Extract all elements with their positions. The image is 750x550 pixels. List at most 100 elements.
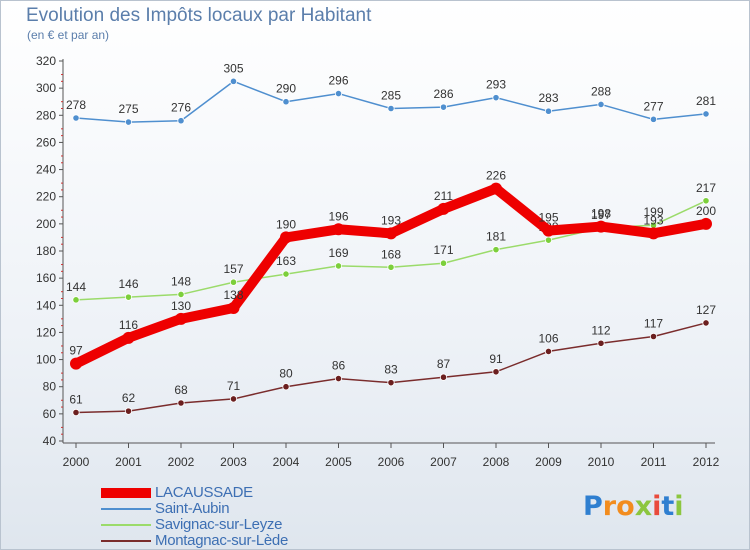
data-point <box>595 220 607 233</box>
data-point <box>492 246 500 254</box>
data-label: 275 <box>118 102 138 116</box>
y-tick-label: 40 <box>43 434 57 448</box>
data-label: 193 <box>381 213 401 227</box>
y-tick-label: 100 <box>36 353 56 367</box>
data-label: 80 <box>279 367 293 381</box>
data-label: 190 <box>276 217 296 231</box>
logo-letter: o <box>616 491 635 522</box>
data-point <box>387 263 395 271</box>
data-label: 91 <box>489 352 503 366</box>
data-label: 168 <box>381 247 401 261</box>
data-point <box>124 118 133 126</box>
x-tick-label: 2009 <box>535 455 562 469</box>
data-label: 163 <box>276 254 296 268</box>
data-point <box>70 357 82 370</box>
data-point <box>439 103 448 111</box>
x-tick-label: 2001 <box>115 455 142 469</box>
data-point <box>649 332 658 341</box>
x-tick-label: 2012 <box>693 455 720 469</box>
data-point <box>702 110 710 118</box>
data-label: 211 <box>434 189 453 203</box>
x-tick-label: 2003 <box>220 455 247 469</box>
data-point <box>492 94 500 102</box>
data-label: 130 <box>171 299 191 313</box>
data-label: 199 <box>643 205 663 219</box>
x-tick-label: 2004 <box>273 455 300 469</box>
data-label: 68 <box>174 383 188 397</box>
data-point <box>124 407 133 415</box>
data-label: 71 <box>227 379 241 393</box>
x-tick-label: 2002 <box>168 455 195 469</box>
data-point <box>227 302 240 314</box>
legend-swatch <box>101 524 151 526</box>
y-tick-label: 180 <box>36 244 56 258</box>
data-label: 285 <box>381 89 401 103</box>
data-point <box>437 202 450 215</box>
data-point <box>72 408 80 417</box>
data-point <box>597 339 605 347</box>
data-label: 281 <box>696 94 716 108</box>
data-label: 86 <box>332 359 346 373</box>
data-point <box>387 379 395 387</box>
legend-label: Saint-Aubin <box>155 500 230 517</box>
data-label: 181 <box>486 230 506 244</box>
data-label: 293 <box>486 78 506 92</box>
data-point <box>597 100 605 109</box>
data-label: 196 <box>328 209 348 223</box>
data-label: 171 <box>433 243 453 257</box>
y-tick-label: 140 <box>36 298 56 312</box>
data-point <box>229 395 238 403</box>
logo-letter: i <box>674 491 684 522</box>
data-point <box>542 224 555 237</box>
data-point <box>282 383 290 391</box>
data-label: 197 <box>591 208 611 222</box>
logo-letter: t <box>661 491 675 522</box>
data-label: 87 <box>437 357 451 371</box>
data-point <box>229 278 238 286</box>
y-tick-label: 220 <box>36 190 56 204</box>
data-point <box>490 182 502 195</box>
logo-letter: r <box>602 491 617 522</box>
legend-swatch <box>101 540 151 542</box>
data-label: 296 <box>328 74 348 88</box>
data-label: 97 <box>69 344 83 358</box>
legend-label: Savignac-sur-Leyze <box>155 516 283 533</box>
data-point <box>647 227 660 240</box>
data-point <box>439 373 448 381</box>
legend-label: LACAUSSADE <box>155 484 253 501</box>
data-label: 116 <box>119 318 138 332</box>
data-label: 61 <box>69 393 83 407</box>
data-point <box>122 331 135 344</box>
data-label: 305 <box>223 61 243 75</box>
data-label: 146 <box>118 277 138 291</box>
data-point <box>177 290 185 299</box>
x-tick-label: 2011 <box>641 455 667 469</box>
data-label: 200 <box>696 204 716 218</box>
y-tick-label: 260 <box>36 135 56 149</box>
data-label: 276 <box>171 101 191 115</box>
data-point <box>282 98 290 106</box>
data-point <box>72 296 80 304</box>
data-label: 198 <box>591 207 611 221</box>
data-point <box>492 368 500 376</box>
x-tick-label: 2007 <box>430 455 457 469</box>
data-point <box>124 293 133 301</box>
y-tick-label: 120 <box>36 325 56 339</box>
data-label: 106 <box>538 331 558 345</box>
y-tick-label: 80 <box>43 380 57 394</box>
data-label: 157 <box>223 262 243 276</box>
legend-swatch <box>101 508 151 510</box>
data-point <box>387 104 395 113</box>
data-point <box>332 223 345 236</box>
x-tick-label: 2005 <box>325 455 352 469</box>
y-tick-label: 300 <box>36 81 56 95</box>
data-point <box>334 89 343 98</box>
data-label: 195 <box>538 211 558 225</box>
data-label: 286 <box>433 87 453 101</box>
x-tick-label: 2006 <box>378 455 405 469</box>
y-tick-label: 320 <box>36 54 56 68</box>
data-point <box>439 259 448 267</box>
chart-subtitle: (en € et par an) <box>27 28 110 42</box>
data-label: 288 <box>591 84 611 98</box>
